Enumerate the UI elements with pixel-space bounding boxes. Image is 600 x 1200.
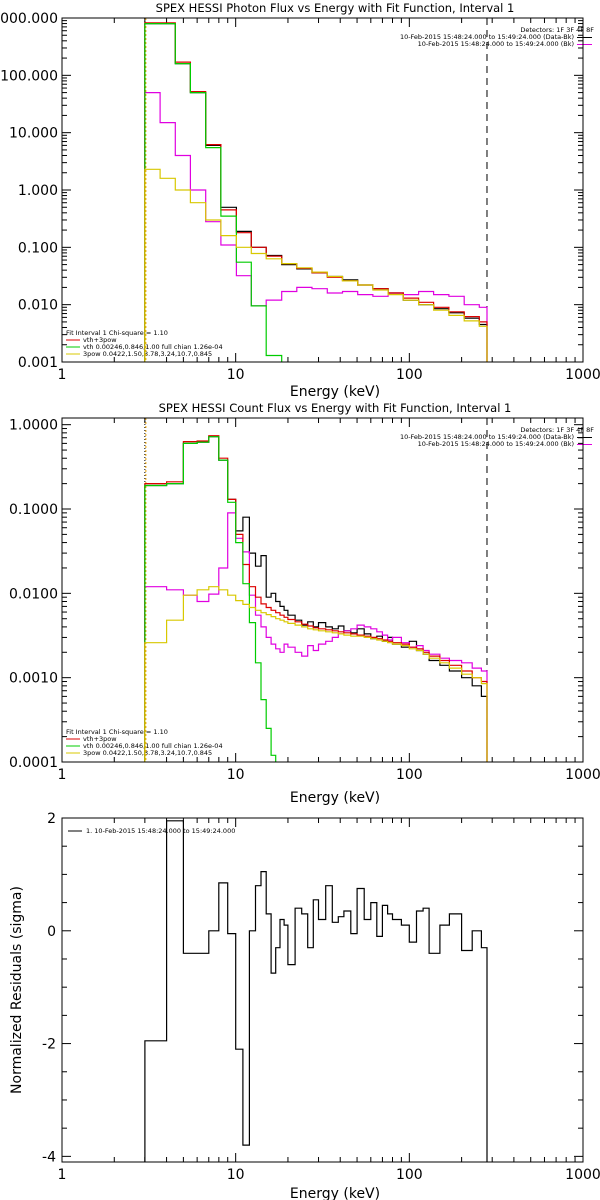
photon-flux-plot-frame — [61, 17, 584, 363]
count-flux-detectors: Detectors: 1F 3F 4F 8F — [520, 426, 594, 434]
photon-flux-panel: SPEX HESSI Photon Flux vs Energy with Fi… — [0, 1, 600, 400]
photon-flux-ytick-label: 0.010 — [18, 298, 58, 314]
photon-flux-legend-bk: 10-Feb-2015 15:48:24.000 to 15:49:24.000… — [418, 40, 574, 48]
residuals-series-residuals — [144, 820, 488, 1162]
photon-flux-xtick-label: 10 — [227, 367, 245, 383]
count-flux-data-group — [144, 435, 488, 762]
residuals-legend: 1. 10-Feb-2015 15:48:24.000 to 15:49:24.… — [86, 827, 235, 835]
count-flux-ytick-label: 1.0000 — [9, 418, 58, 434]
photon-flux-fit-header: Fit Interval 1 Chi-square = 1.10 — [66, 329, 168, 337]
count-flux-xtick-label: 1000 — [565, 767, 600, 783]
count-flux-series-3pow — [144, 586, 488, 762]
photon-flux-ytick-label: 100.000 — [0, 68, 58, 84]
count-flux-series-bk — [144, 512, 488, 762]
residuals-xlabel: Energy (keV) — [290, 1186, 380, 1200]
count-flux-series-vth-3pow — [144, 435, 488, 762]
photon-flux-xlabel: Energy (keV) — [290, 384, 380, 400]
photon-flux-data-group — [144, 22, 488, 362]
count-flux-ytick-label: 0.0100 — [9, 586, 58, 602]
photon-flux-series-vth-3pow — [144, 22, 488, 362]
residuals-data-group — [144, 820, 488, 1162]
photon-flux-ytick-label: 0.100 — [18, 240, 58, 256]
photon-flux-ytick-label: 1.000 — [18, 183, 58, 199]
photon-flux-ytick-label: 1000.000 — [0, 11, 58, 27]
count-flux-ytick-label: 0.1000 — [9, 502, 58, 518]
residuals-plot-frame — [61, 817, 584, 1163]
residuals-panel: Energy (keV) Normalized Residuals (sigma… — [9, 811, 600, 1200]
residuals-ytick-label: -2 — [42, 1037, 56, 1053]
count-flux-xtick-label: 100 — [396, 767, 423, 783]
count-flux-series-data-bk — [144, 436, 488, 762]
residuals-xtick-label: 10 — [227, 1167, 245, 1183]
photon-flux-legend-vth: vth 0.00246,0.846,1.00 full chian 1.26e-… — [83, 343, 223, 351]
photon-flux-series-data-bk — [144, 23, 488, 362]
photon-flux-xtick-label: 100 — [396, 367, 423, 383]
count-flux-xtick-label: 10 — [227, 767, 245, 783]
residuals-xtick-label: 100 — [396, 1167, 423, 1183]
count-flux-ytick-label: 0.0010 — [9, 671, 58, 687]
photon-flux-series-vth — [144, 23, 283, 362]
photon-flux-xtick-label: 1000 — [565, 367, 600, 383]
count-flux-legend-3pow: 3pow 0.0422,1.50,3.78,3.24,10.7,0.845 — [83, 749, 212, 757]
count-flux-series-vth — [144, 436, 277, 762]
count-flux-title: SPEX HESSI Count Flux vs Energy with Fit… — [159, 401, 512, 415]
count-flux-legend-bk: 10-Feb-2015 15:48:24.000 to 15:49:24.000… — [418, 440, 574, 448]
count-flux-panel: SPEX HESSI Count Flux vs Energy with Fit… — [9, 401, 600, 806]
residuals-xtick-label: 1 — [58, 1167, 67, 1183]
photon-flux-legend-fit: vth+3pow — [83, 336, 117, 344]
photon-flux-title: SPEX HESSI Photon Flux vs Energy with Fi… — [156, 1, 515, 15]
photon-flux-xtick-label: 1 — [58, 367, 67, 383]
count-flux-plot-frame — [61, 417, 584, 763]
count-flux-legend-vth: vth 0.00246,0.846,1.00 full chian 1.26e-… — [83, 742, 223, 750]
photon-flux-detectors: Detectors: 1F 3F 4F 8F — [520, 26, 594, 34]
photon-flux-ytick-label: 10.000 — [9, 126, 58, 142]
count-flux-ytick-label: 0.0001 — [9, 755, 58, 771]
count-flux-xtick-label: 1 — [58, 767, 67, 783]
count-flux-legend-fit: vth+3pow — [83, 735, 117, 743]
residuals-xtick-label: 1000 — [565, 1167, 600, 1183]
photon-flux-series-3pow — [144, 168, 488, 362]
count-flux-xlabel: Energy (keV) — [290, 790, 380, 806]
residuals-ytick-label: 0 — [47, 924, 56, 940]
photon-flux-ytick-label: 0.001 — [18, 355, 58, 371]
photon-flux-series-bk — [144, 92, 488, 362]
count-flux-fit-header: Fit Interval 1 Chi-square = 1.10 — [66, 728, 168, 736]
residuals-ytick-label: 2 — [47, 811, 56, 827]
photon-flux-legend-3pow: 3pow 0.0422,1.50,3.78,3.24,10.7,0.845 — [83, 350, 212, 358]
residuals-ytick-label: -4 — [42, 1149, 56, 1165]
residuals-ylabel: Normalized Residuals (sigma) — [9, 886, 25, 1094]
